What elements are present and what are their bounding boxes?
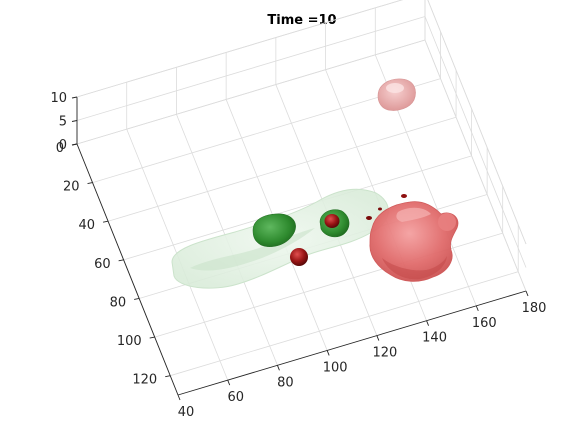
x-tick-label: 40: [178, 405, 195, 420]
x-axis-ticks: 40 60 80 100 120 140 160 180: [177, 290, 547, 420]
red-mass-shadow: [382, 256, 447, 280]
x-tick-mark: [475, 305, 479, 312]
y-tick-label: 120: [132, 373, 157, 388]
z-axis-ticks: 0 5 10: [50, 91, 78, 153]
top-back-edge: [76, 0, 403, 98]
y-tick-mark: [165, 375, 171, 378]
x-tick-label: 160: [472, 316, 497, 331]
floor-grid-line-y: [107, 116, 457, 222]
y-tick-label: 60: [94, 257, 111, 272]
y-tick-mark: [118, 259, 124, 262]
z-tick-label: 10: [50, 91, 67, 106]
y-tick-label: 40: [79, 218, 96, 233]
x-tick-label: 120: [372, 346, 397, 361]
side-wall-grid-line-z: [424, 39, 527, 292]
floor-grid-line-y: [170, 271, 519, 377]
x-tick-mark: [177, 394, 181, 401]
y-tick-mark: [87, 182, 93, 185]
isosurface-layer: [171, 78, 459, 289]
back-wall-grid: [76, 0, 426, 145]
z-tick-label: 5: [59, 115, 67, 130]
axes: [76, 0, 527, 396]
red-mass: [369, 201, 459, 282]
x-tick-label: 180: [522, 301, 547, 316]
x-tick-mark: [426, 320, 429, 326]
dark-red-speck-2: [378, 207, 382, 211]
x-tick-label: 100: [323, 360, 348, 375]
y-tick-label: 100: [117, 334, 142, 349]
dark-red-speck-3: [401, 194, 407, 198]
x-tick-mark: [277, 365, 280, 371]
y-tick-label: 20: [63, 180, 80, 195]
side-wall-grid-line-z: [424, 16, 527, 268]
y-tick-label: 80: [110, 295, 127, 310]
z-tick-mark: [71, 120, 78, 122]
z-tick-mark: [71, 96, 78, 99]
y-tick-label: 0: [56, 141, 64, 156]
x-tick-mark: [376, 335, 380, 341]
z-tick-label: 0: [59, 138, 67, 153]
dark-red-blob-2: [290, 248, 308, 266]
x-axis-line: [177, 290, 527, 396]
x-tick-label: 140: [422, 331, 447, 346]
top-side-edge: [427, 0, 527, 245]
floor-grid-line-y: [123, 155, 472, 261]
back-wall-grid-line-z: [76, 39, 426, 145]
red-mass-highlight: [396, 207, 431, 222]
x-tick-mark: [525, 290, 529, 297]
chart-title: Time =10: [267, 13, 336, 28]
green-blob-1: [252, 213, 296, 247]
x-tick-label: 60: [227, 390, 244, 405]
y-axis-ticks: 0 20 40 60 80 100 120: [56, 141, 171, 388]
x-tick-mark: [227, 379, 231, 386]
pink-blob-highlight: [386, 83, 404, 93]
red-mass-lobe: [438, 213, 456, 231]
y-tick-mark: [134, 298, 140, 300]
back-wall-grid-line-z: [76, 16, 426, 121]
x-tick-label: 80: [277, 375, 294, 390]
z-tick-mark: [71, 143, 78, 146]
y-tick-mark: [149, 336, 155, 339]
y-tick-mark: [102, 220, 109, 223]
back-wall-grid-line-z: [76, 0, 403, 98]
x-tick-mark: [326, 350, 330, 356]
dark-red-blob-1: [324, 214, 340, 228]
y-axis-line: [76, 143, 179, 396]
dark-red-speck-1: [366, 216, 372, 220]
